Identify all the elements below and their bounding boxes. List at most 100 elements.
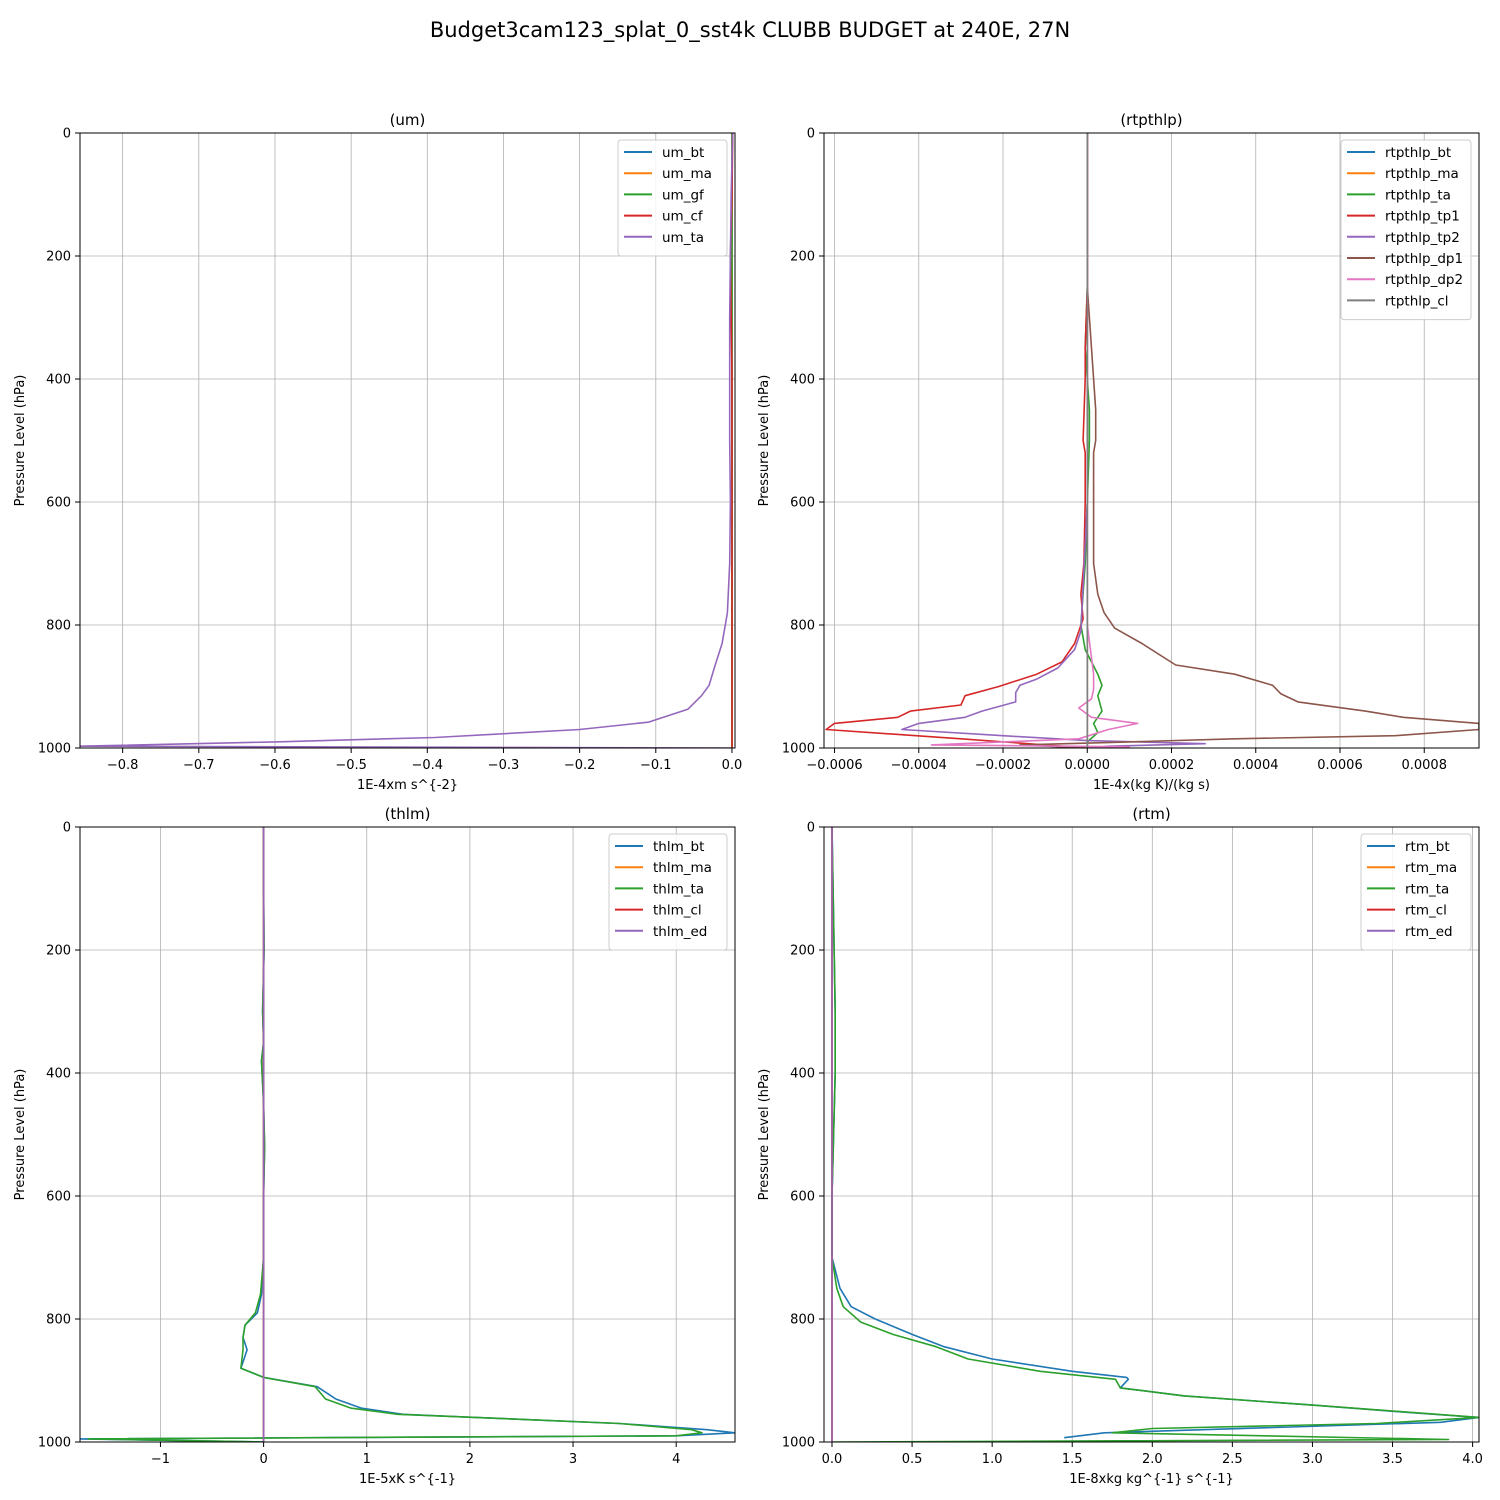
x-tick-label: −0.0006 bbox=[806, 758, 862, 773]
x-tick-label: 1 bbox=[363, 1452, 371, 1467]
legend-label: rtpthlp_tp2 bbox=[1385, 230, 1460, 246]
x-tick-label: −0.3 bbox=[488, 758, 520, 773]
grid bbox=[80, 132, 735, 749]
x-tick-label: 0.0004 bbox=[1233, 758, 1279, 773]
x-tick-label: 0.0 bbox=[722, 758, 743, 773]
series-group bbox=[80, 827, 735, 1442]
legend-label: rtm_ed bbox=[1405, 924, 1453, 940]
legend-label: um_ma bbox=[662, 166, 712, 182]
legend-label: thlm_cl bbox=[653, 903, 702, 919]
legend: um_bt um_ma um_gf um_cf um_ta bbox=[617, 139, 728, 257]
x-tick-label: 2.5 bbox=[1222, 1452, 1243, 1467]
legend: rtm_bt rtm_ma rtm_ta rtm_cl rtm_ed bbox=[1360, 833, 1472, 951]
legend-label: rtpthlp_dp2 bbox=[1385, 272, 1463, 288]
x-tick-label: −0.6 bbox=[259, 758, 291, 773]
x-tick-label: 4.0 bbox=[1462, 1452, 1483, 1467]
series-line-thlm_ta bbox=[87, 827, 703, 1442]
legend-label: rtm_bt bbox=[1405, 839, 1450, 855]
legend-label: rtpthlp_bt bbox=[1385, 145, 1451, 161]
legend-label: um_ta bbox=[662, 230, 704, 246]
y-tick-label: 800 bbox=[46, 1313, 71, 1328]
y-tick-label: 0 bbox=[63, 127, 71, 142]
legend-box bbox=[608, 833, 728, 951]
axes-frame bbox=[79, 826, 736, 1443]
x-tick-label: −0.8 bbox=[107, 758, 139, 773]
y-tick-label: 800 bbox=[790, 1313, 815, 1328]
x-tick-label: 1.0 bbox=[982, 1452, 1003, 1467]
panel-rtpthlp: −0.0006 −0.0004 −0.0002 0.0000 0.0002 0.0004 0… bbox=[757, 111, 1480, 793]
y-axis-label: Pressure Level (hPa) bbox=[13, 375, 28, 507]
panel-thlm: −1 0 1 2 3 4 0 200 400 600 800 1000 (thlm) 1E-5xK s^{… bbox=[13, 805, 736, 1487]
legend-box bbox=[1340, 139, 1472, 321]
legend-label: rtm_ta bbox=[1405, 881, 1449, 897]
legend-box bbox=[617, 139, 728, 257]
series-line-rtpthlp_tp1 bbox=[825, 133, 1089, 748]
legend-label: rtm_cl bbox=[1405, 903, 1447, 919]
x-tick-label: 3 bbox=[569, 1452, 577, 1467]
x-tick-label: −0.0004 bbox=[891, 758, 947, 773]
legend-label: rtpthlp_ta bbox=[1385, 187, 1451, 203]
y-tick-label: 1000 bbox=[38, 1436, 71, 1451]
y-tick-label: 600 bbox=[790, 496, 815, 511]
x-tick-label: 0.0 bbox=[822, 1452, 843, 1467]
series-group bbox=[825, 133, 1479, 748]
y-tick-label: 1000 bbox=[38, 742, 71, 757]
x-tick-label: 0.0000 bbox=[1065, 758, 1111, 773]
legend: rtpthlp_bt rtpthlp_ma rtpthlp_ta rtpthlp_tp… bbox=[1340, 139, 1472, 321]
x-tick-label: 2.0 bbox=[1142, 1452, 1163, 1467]
y-tick-label: 800 bbox=[46, 619, 71, 634]
legend-label: um_cf bbox=[662, 209, 704, 225]
x-tick-label: 3.5 bbox=[1382, 1452, 1403, 1467]
series-group bbox=[80, 133, 734, 748]
y-tick-label: 0 bbox=[63, 821, 71, 836]
y-tick-label: 1000 bbox=[782, 1436, 815, 1451]
legend: thlm_bt thlm_ma thlm_ta thlm_cl thlm_ed bbox=[608, 833, 728, 951]
panels: −0.8 −0.7 −0.6 −0.5 −0.4 −0.3 −0.2 −0.1 0.002004… bbox=[13, 111, 1483, 1487]
series-line-rtpthlp_dp2 bbox=[930, 133, 1139, 748]
x-tick-label: 0.0008 bbox=[1401, 758, 1447, 773]
legend-label: rtpthlp_ma bbox=[1385, 166, 1459, 182]
x-tick-label: 0.5 bbox=[902, 1452, 923, 1467]
y-tick-label: 600 bbox=[46, 496, 71, 511]
x-axis-label: 1E-4x(kg K)/(kg s) bbox=[1093, 778, 1210, 793]
series-line-rtm_ta bbox=[831, 827, 1479, 1442]
x-tick-label: −0.0002 bbox=[975, 758, 1031, 773]
y-tick-label: 200 bbox=[46, 250, 71, 265]
x-tick-label: −1 bbox=[151, 1452, 170, 1467]
y-tick-label: 600 bbox=[46, 1190, 71, 1205]
y-tick-label: 600 bbox=[790, 1190, 815, 1205]
axes-frame bbox=[79, 132, 736, 749]
legend-label: rtpthlp_cl bbox=[1385, 293, 1449, 309]
y-axis-label: Pressure Level (hPa) bbox=[757, 1069, 772, 1201]
y-axis-label: Pressure Level (hPa) bbox=[13, 1069, 28, 1201]
x-tick-label: 0 bbox=[259, 1452, 267, 1467]
x-tick-label: −0.7 bbox=[183, 758, 215, 773]
axes-frame bbox=[823, 826, 1480, 1443]
x-axis-label: 1E-5xK s^{-1} bbox=[359, 1472, 456, 1487]
y-tick-label: 400 bbox=[46, 373, 71, 388]
x-tick-label: −0.4 bbox=[412, 758, 444, 773]
y-tick-label: 200 bbox=[790, 250, 815, 265]
legend-label: rtm_ma bbox=[1405, 860, 1457, 876]
panel-um: −0.8 −0.7 −0.6 −0.5 −0.4 −0.3 −0.2 −0.1 0.0 0 200 4… bbox=[13, 111, 742, 793]
panel-title: (um) bbox=[390, 111, 426, 129]
legend-box bbox=[1360, 833, 1472, 951]
y-tick-label: 400 bbox=[790, 373, 815, 388]
legend-label: thlm_ed bbox=[653, 924, 707, 940]
panel-rtm: 0.0 0.5 1.0 1.5 2.0 2.5 3.0 3.5 4.0 0 200 400 600 800… bbox=[757, 805, 1483, 1487]
y-tick-label: 200 bbox=[46, 944, 71, 959]
legend-label: thlm_ta bbox=[653, 881, 704, 897]
figure-title: Budget3cam123_splat_0_sst4k CLUBB BUDGET… bbox=[430, 18, 1070, 43]
panel-title: (rtm) bbox=[1132, 805, 1170, 823]
series-line-rtpthlp_dp1 bbox=[1019, 133, 1479, 748]
x-tick-label: 2 bbox=[466, 1452, 474, 1467]
legend-label: thlm_bt bbox=[653, 839, 704, 855]
x-tick-label: 4 bbox=[672, 1452, 680, 1467]
panel-title: (rtpthlp) bbox=[1120, 111, 1182, 129]
legend-label: rtpthlp_tp1 bbox=[1385, 209, 1460, 225]
legend-label: thlm_ma bbox=[653, 860, 712, 876]
x-tick-label: 1.5 bbox=[1062, 1452, 1083, 1467]
y-axis-label: Pressure Level (hPa) bbox=[757, 375, 772, 507]
y-tick-label: 0 bbox=[807, 127, 815, 142]
